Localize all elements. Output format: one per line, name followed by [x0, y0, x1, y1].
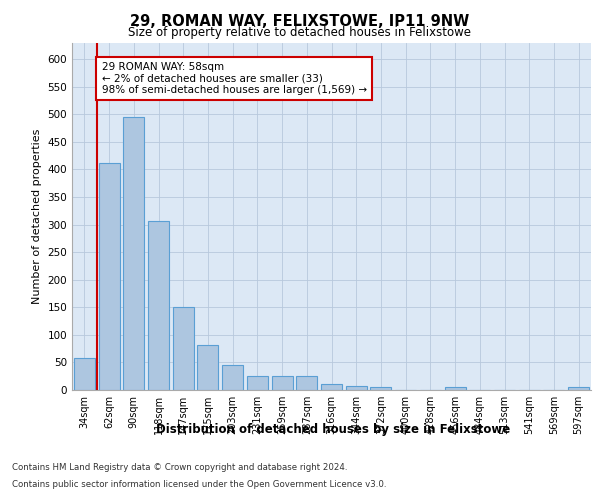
Text: Distribution of detached houses by size in Felixstowe: Distribution of detached houses by size …: [156, 422, 510, 436]
Bar: [568, 387, 589, 390]
Text: Contains public sector information licensed under the Open Government Licence v3: Contains public sector information licen…: [12, 480, 386, 489]
Bar: [370, 387, 391, 390]
Bar: [321, 384, 342, 390]
Y-axis label: Number of detached properties: Number of detached properties: [32, 128, 42, 304]
Bar: [445, 387, 466, 390]
Text: 29, ROMAN WAY, FELIXSTOWE, IP11 9NW: 29, ROMAN WAY, FELIXSTOWE, IP11 9NW: [130, 14, 470, 29]
Bar: [123, 117, 144, 390]
Text: Size of property relative to detached houses in Felixstowe: Size of property relative to detached ho…: [128, 26, 472, 39]
Text: 29 ROMAN WAY: 58sqm
← 2% of detached houses are smaller (33)
98% of semi-detache: 29 ROMAN WAY: 58sqm ← 2% of detached hou…: [101, 62, 367, 95]
Bar: [346, 386, 367, 390]
Bar: [247, 376, 268, 390]
Bar: [74, 358, 95, 390]
Bar: [197, 345, 218, 390]
Bar: [272, 376, 293, 390]
Bar: [148, 220, 169, 390]
Bar: [98, 162, 119, 390]
Text: Contains HM Land Registry data © Crown copyright and database right 2024.: Contains HM Land Registry data © Crown c…: [12, 462, 347, 471]
Bar: [173, 308, 194, 390]
Bar: [222, 365, 243, 390]
Bar: [296, 376, 317, 390]
